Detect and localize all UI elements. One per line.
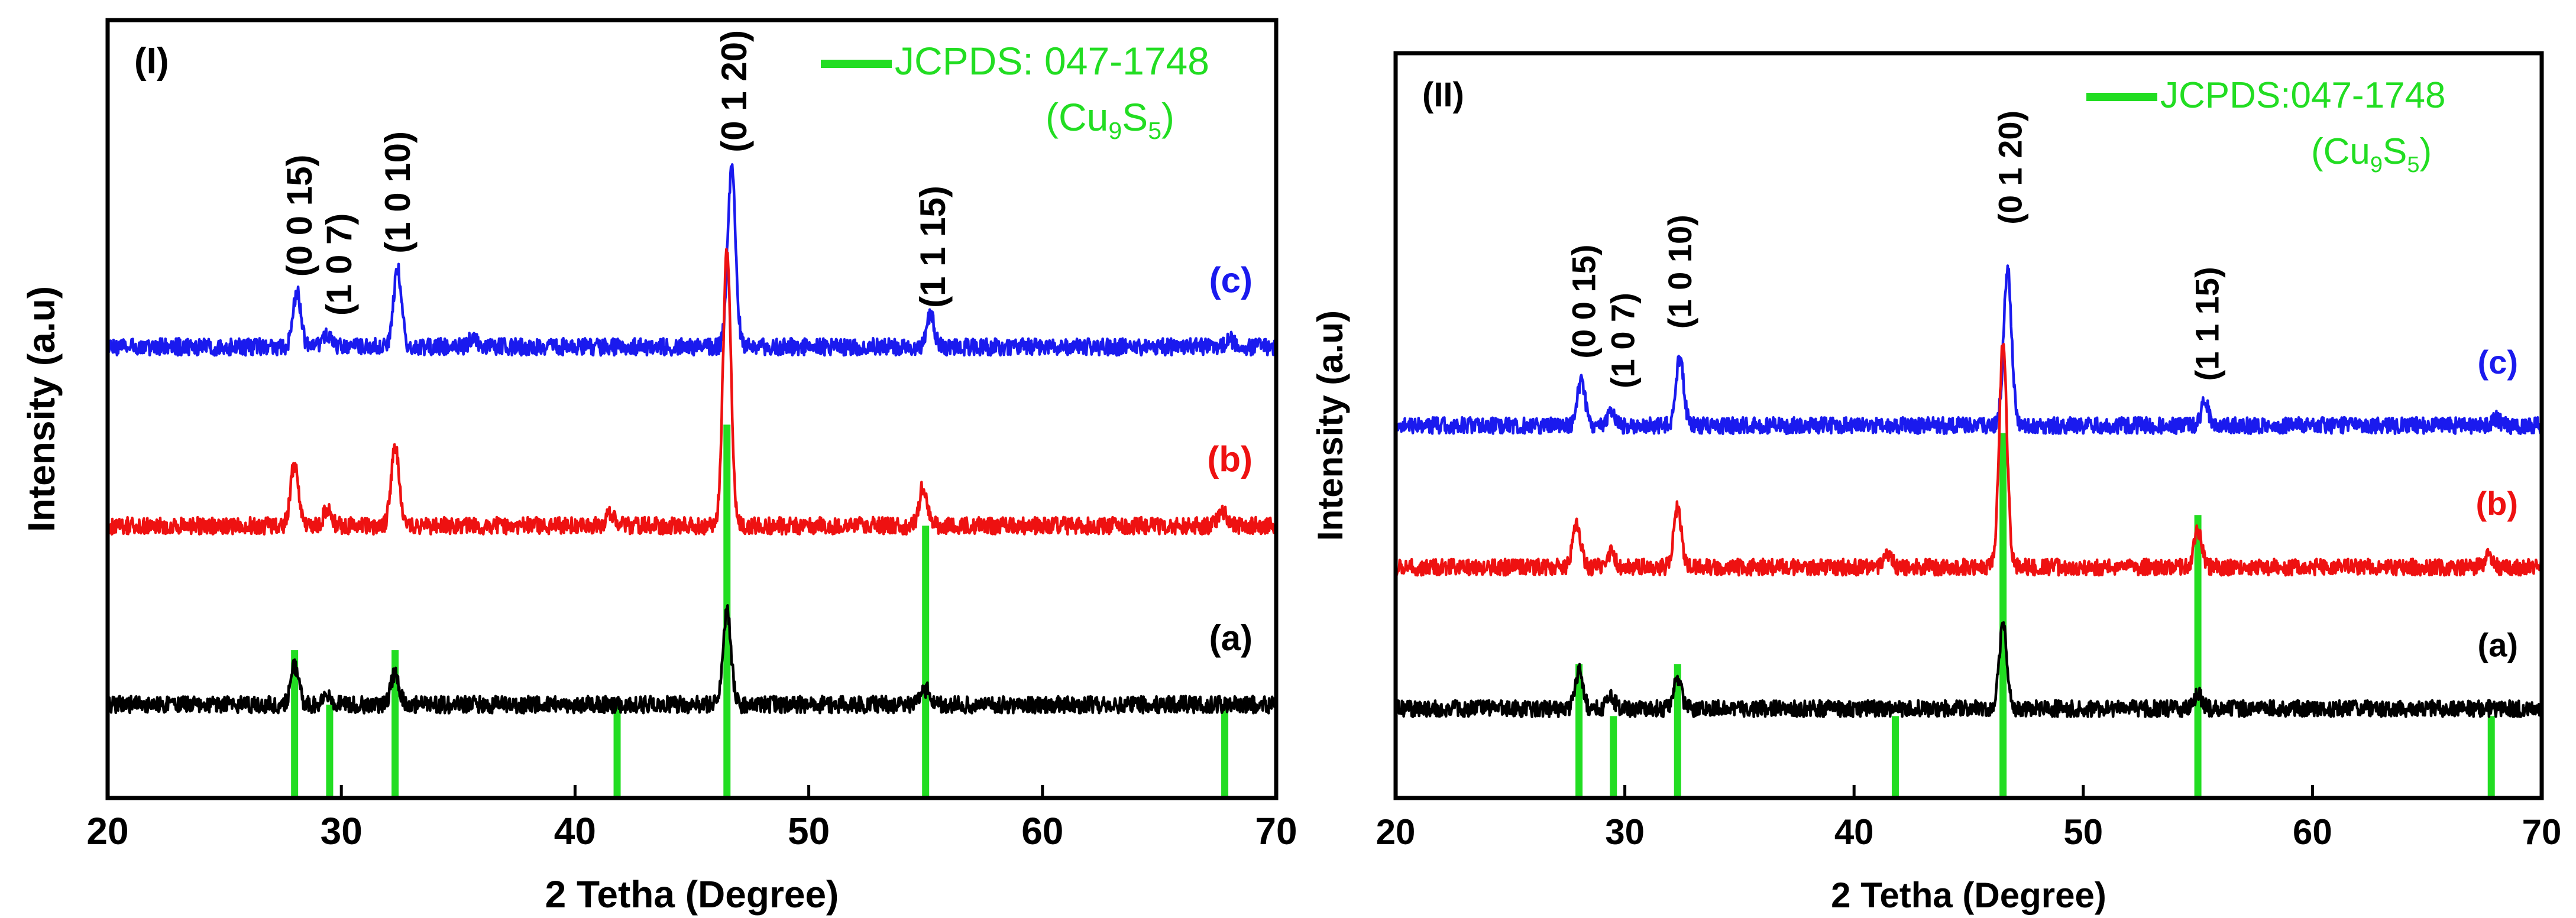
x-tick-label: 50 [2063,812,2103,852]
x-tick-label: 70 [2522,812,2562,852]
legend-formula: (Cu9S5) [2311,131,2432,177]
x-tick-label: 60 [2293,812,2332,852]
series-label: (c) [1209,261,1253,300]
series-line-a [1394,621,2543,718]
legend-formula-part: (Cu [1046,95,1108,139]
peak-annotation: (0 1 20) [1991,111,2028,225]
panel-ii: (c) (b) (a) (0 0 15) (1 0 7) (1 0 10) (0 1 20)… [1310,51,2562,915]
series-label: (a) [1209,618,1253,658]
peak-annotation: (1 0 10) [1661,215,1698,329]
peak-annotation: (1 1 15) [2189,267,2226,381]
x-tick-label: 50 [788,810,830,852]
legend-formula-part: S [1122,95,1148,139]
legend-formula-part: ) [2420,131,2432,172]
x-tick-label: 40 [554,810,596,852]
legend-formula-part: (Cu [2311,131,2370,172]
series-line-b [1394,343,2543,577]
x-tick-label: 20 [1376,812,1416,852]
series-line-c [106,163,1278,357]
peak-annotation: (0 0 15) [1565,245,1602,359]
x-tick-label: 30 [321,810,363,852]
panel-label: (II) [1422,76,1464,114]
peak-annotation: (0 1 20) [714,30,754,153]
peak-annotation: (1 0 7) [319,213,359,316]
x-tick-label: 70 [1255,810,1297,852]
legend-formula-subscript: 9 [2370,153,2383,177]
peak-annotation: (1 0 7) [1604,293,1641,388]
series-label: (b) [2475,485,2518,522]
legend-formula-part: ) [1161,95,1174,139]
x-tick-label: 40 [1834,812,1874,852]
series-line-a [106,604,1278,715]
y-axis-title: Intensity (a.u) [1310,310,1350,541]
series-label: (c) [2478,343,2518,381]
peak-annotation: (1 0 10) [378,131,418,254]
plot-frame [105,18,1279,800]
panel-label: (I) [134,41,169,82]
series-line-c [1394,264,2543,436]
legend-formula-subscript: 5 [1148,117,1161,144]
legend-title: JCPDS:047-1748 [2160,75,2446,116]
legend-formula-part: S [2383,131,2407,172]
series-label: (b) [1207,439,1253,479]
legend-title: JCPDS: 047-1748 [895,39,1209,83]
legend-formula-subscript: 5 [2407,153,2419,177]
x-axis-title: 2 Tetha (Degree) [545,873,839,916]
panel-i: (c) (b) (a) (0 0 15) (1 0 7) (1 0 10) (0 1 20)… [20,18,1297,916]
peak-annotation: (0 0 15) [280,154,319,277]
legend-formula: (Cu9S5) [1046,95,1174,144]
legend-formula-subscript: 9 [1108,117,1122,144]
series-label: (a) [2478,627,2518,664]
plot-frame [1393,51,2544,800]
peak-annotation: (1 1 15) [913,186,953,308]
x-tick-label: 60 [1021,810,1063,852]
x-tick-label: 20 [86,810,128,852]
series-line-b [106,248,1278,536]
y-axis-title: Intensity (a.u) [20,286,63,532]
x-axis-title: 2 Tetha (Degree) [1831,875,2106,915]
x-tick-label: 30 [1605,812,1645,852]
